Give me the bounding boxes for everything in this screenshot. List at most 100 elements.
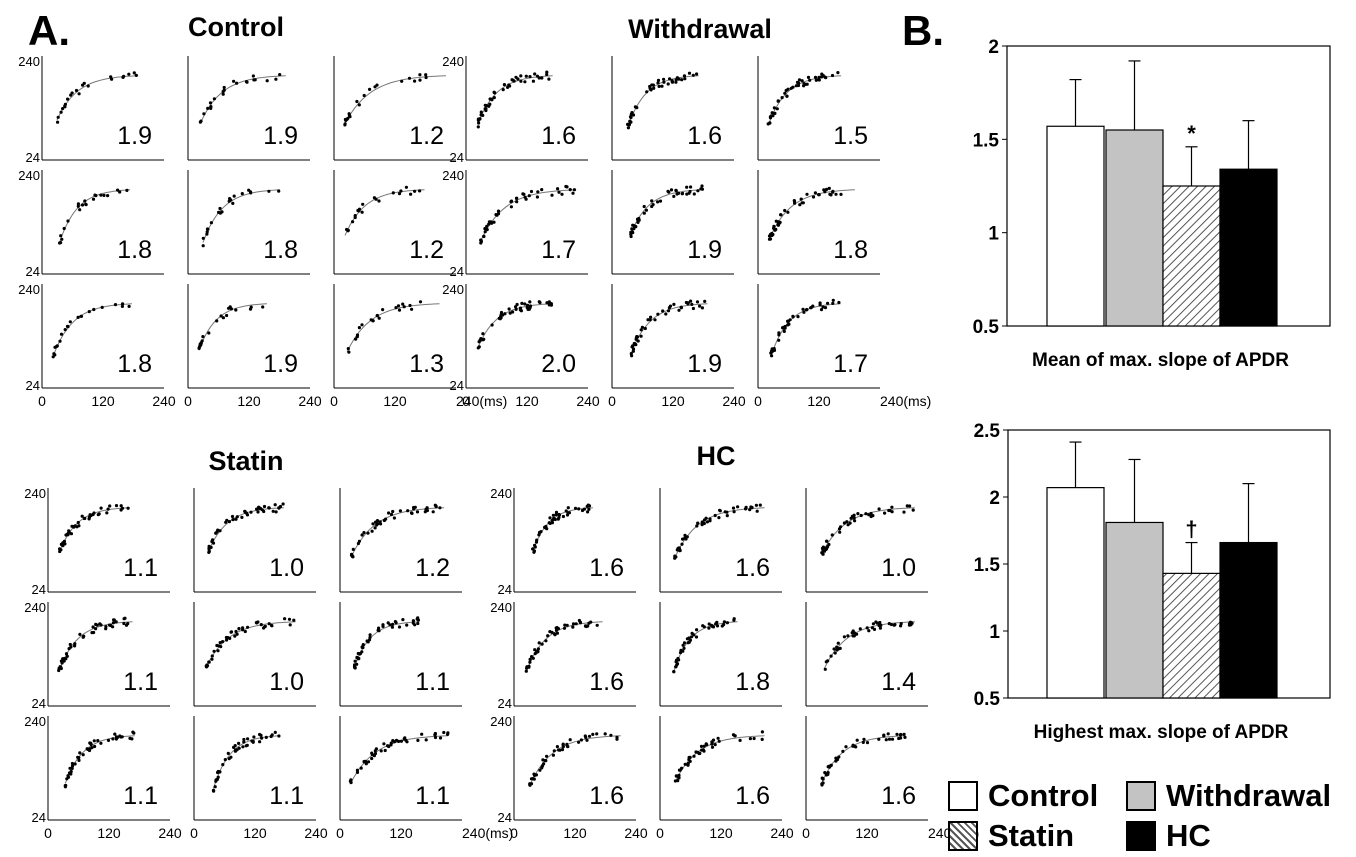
- data-point: [246, 737, 250, 741]
- data-point: [201, 236, 205, 240]
- data-point: [772, 224, 776, 228]
- data-point: [96, 513, 100, 517]
- data-point: [227, 199, 231, 203]
- statin-apdr-plot: 0 120 240(ms) 1.1: [336, 716, 513, 841]
- fit-curve: [823, 621, 915, 670]
- data-point: [877, 737, 881, 741]
- data-point: [493, 91, 497, 95]
- data-point: [226, 751, 230, 756]
- data-point: [510, 78, 514, 82]
- data-point: [346, 347, 350, 351]
- data-point: [689, 299, 693, 303]
- data-point: [350, 552, 354, 557]
- data-point: [343, 123, 347, 127]
- data-point: [802, 310, 806, 314]
- data-point: [387, 511, 391, 515]
- data-point: [499, 313, 503, 317]
- data-point: [221, 92, 225, 96]
- data-point: [704, 516, 708, 520]
- data-point: [700, 523, 704, 527]
- data-point: [808, 78, 812, 82]
- slope-value: 1.6: [735, 554, 770, 582]
- data-point: [529, 189, 534, 194]
- slope-value: 1.9: [687, 350, 722, 378]
- slope-value: 1.2: [415, 554, 450, 582]
- data-point: [683, 533, 687, 538]
- data-point: [792, 199, 796, 203]
- data-point: [871, 622, 876, 626]
- x-tick-label: 240: [624, 825, 648, 841]
- data-point: [126, 506, 130, 510]
- data-point: [869, 514, 873, 519]
- data-point: [565, 623, 569, 627]
- data-point: [547, 521, 551, 525]
- data-point: [360, 210, 364, 214]
- data-point: [122, 621, 126, 626]
- data-point: [404, 738, 408, 742]
- data-point: [717, 739, 721, 743]
- x-tick-label: 0: [462, 393, 470, 409]
- data-point: [64, 533, 68, 537]
- data-point: [829, 763, 833, 767]
- data-point: [499, 310, 504, 315]
- data-point: [540, 188, 544, 192]
- data-point: [553, 633, 557, 637]
- data-point: [394, 306, 398, 310]
- data-point: [554, 628, 559, 632]
- x-tick-label: 0: [190, 825, 198, 841]
- data-point: [899, 732, 903, 737]
- slope-value: 1.6: [589, 668, 624, 696]
- y-tick-label: 2: [989, 488, 1000, 509]
- data-point: [805, 308, 809, 312]
- data-point: [631, 223, 635, 227]
- data-point: [811, 195, 816, 199]
- data-point: [887, 737, 892, 741]
- data-point: [595, 732, 599, 736]
- legend-item-withdrawal: Withdrawal: [1126, 778, 1331, 814]
- data-point: [221, 640, 225, 644]
- data-point: [806, 75, 811, 79]
- data-point: [629, 113, 634, 117]
- data-point: [241, 745, 245, 749]
- data-point: [485, 224, 489, 228]
- data-point: [710, 624, 714, 628]
- data-point: [229, 630, 234, 634]
- data-point: [231, 201, 235, 205]
- data-point: [80, 514, 84, 518]
- data-point: [382, 518, 386, 523]
- data-point: [537, 533, 541, 537]
- slope-value: 1.5: [833, 122, 868, 150]
- data-point: [215, 643, 219, 648]
- data-point: [557, 516, 561, 520]
- data-point: [578, 621, 583, 625]
- data-point: [70, 766, 74, 771]
- x-tick-label: 240: [152, 393, 176, 409]
- legend-label-statin: Statin: [988, 818, 1075, 853]
- data-point: [402, 305, 406, 309]
- data-point: [360, 323, 364, 327]
- data-point: [819, 308, 824, 312]
- data-point: [122, 617, 126, 621]
- data-point: [399, 189, 403, 193]
- x-tick-label: 240: [722, 393, 746, 409]
- data-point: [79, 314, 83, 318]
- data-point: [688, 759, 692, 764]
- data-point: [528, 75, 532, 79]
- slope-value: 1.6: [589, 554, 624, 582]
- data-point: [642, 211, 646, 215]
- data-point: [662, 77, 666, 81]
- data-point: [206, 227, 210, 231]
- data-point: [878, 626, 883, 630]
- data-point: [482, 337, 486, 341]
- data-point: [802, 82, 806, 86]
- data-point: [586, 503, 590, 507]
- data-point: [825, 539, 829, 543]
- data-point: [801, 201, 805, 205]
- data-point: [74, 88, 79, 93]
- data-point: [691, 73, 695, 77]
- data-point: [809, 305, 813, 310]
- data-point: [479, 110, 483, 114]
- data-point: [680, 191, 685, 195]
- data-point: [214, 778, 218, 782]
- data-point: [349, 778, 353, 782]
